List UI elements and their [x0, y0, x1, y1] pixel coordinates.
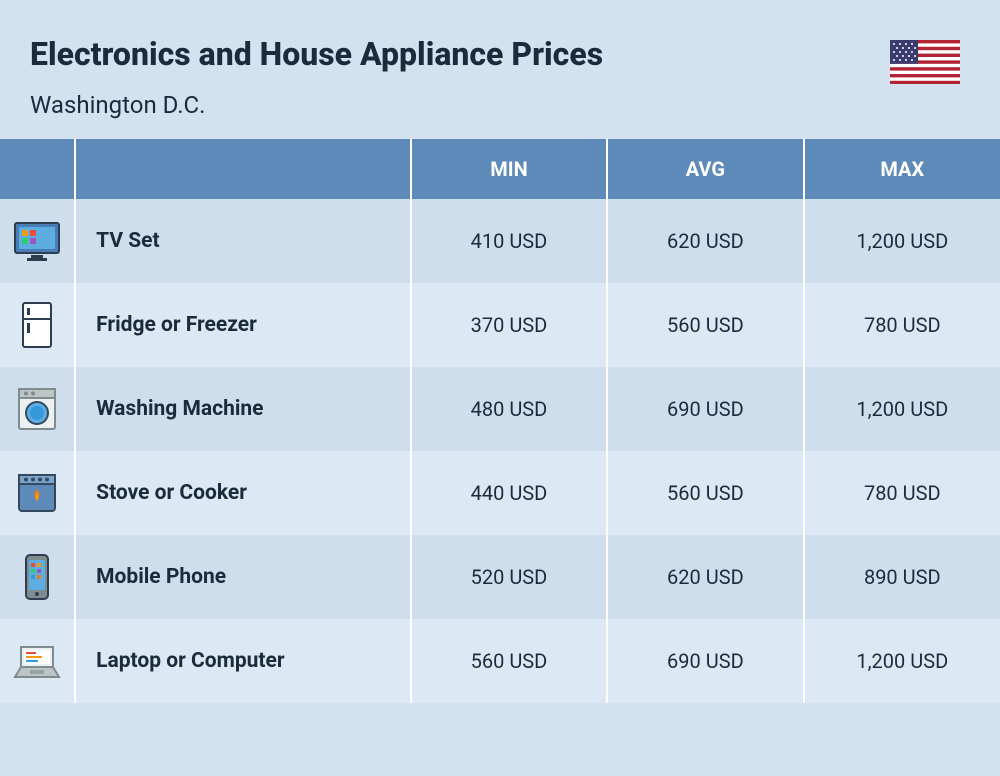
- header-name-col: [75, 139, 411, 199]
- item-name: Laptop or Computer: [75, 619, 411, 703]
- item-name: Stove or Cooker: [75, 451, 411, 535]
- header-max: MAX: [804, 139, 1000, 199]
- table-row: Fridge or Freezer370 USD560 USD780 USD: [0, 283, 1000, 367]
- page-title: Electronics and House Appliance Prices: [30, 35, 970, 73]
- table-row: Laptop or Computer560 USD690 USD1,200 US…: [0, 619, 1000, 703]
- page-subtitle: Washington D.C.: [30, 91, 970, 119]
- cell-max: 1,200 USD: [804, 199, 1000, 283]
- cell-max: 780 USD: [804, 283, 1000, 367]
- cell-avg: 690 USD: [607, 367, 803, 451]
- header: Electronics and House Appliance Prices W…: [0, 0, 1000, 139]
- cell-avg: 620 USD: [607, 199, 803, 283]
- table-header-row: MIN AVG MAX: [0, 139, 1000, 199]
- cell-min: 480 USD: [411, 367, 607, 451]
- laptop-icon: [0, 619, 75, 703]
- header-min: MIN: [411, 139, 607, 199]
- phone-icon: [0, 535, 75, 619]
- header-icon-col: [0, 139, 75, 199]
- cell-avg: 620 USD: [607, 535, 803, 619]
- cell-avg: 690 USD: [607, 619, 803, 703]
- cell-avg: 560 USD: [607, 283, 803, 367]
- item-name: Mobile Phone: [75, 535, 411, 619]
- fridge-icon: [0, 283, 75, 367]
- cell-min: 410 USD: [411, 199, 607, 283]
- cell-avg: 560 USD: [607, 451, 803, 535]
- table-row: Washing Machine480 USD690 USD1,200 USD: [0, 367, 1000, 451]
- item-name: Washing Machine: [75, 367, 411, 451]
- cell-min: 560 USD: [411, 619, 607, 703]
- item-name: Fridge or Freezer: [75, 283, 411, 367]
- item-name: TV Set: [75, 199, 411, 283]
- cell-max: 1,200 USD: [804, 367, 1000, 451]
- cell-max: 780 USD: [804, 451, 1000, 535]
- cell-max: 1,200 USD: [804, 619, 1000, 703]
- cell-min: 440 USD: [411, 451, 607, 535]
- usa-flag-icon: [890, 40, 960, 84]
- table-row: TV Set410 USD620 USD1,200 USD: [0, 199, 1000, 283]
- cell-min: 520 USD: [411, 535, 607, 619]
- header-avg: AVG: [607, 139, 803, 199]
- price-table: MIN AVG MAX TV Set410 USD620 USD1,200 US…: [0, 139, 1000, 703]
- stove-icon: [0, 451, 75, 535]
- table-row: Mobile Phone520 USD620 USD890 USD: [0, 535, 1000, 619]
- washer-icon: [0, 367, 75, 451]
- table-row: Stove or Cooker440 USD560 USD780 USD: [0, 451, 1000, 535]
- cell-min: 370 USD: [411, 283, 607, 367]
- cell-max: 890 USD: [804, 535, 1000, 619]
- tv-icon: [0, 199, 75, 283]
